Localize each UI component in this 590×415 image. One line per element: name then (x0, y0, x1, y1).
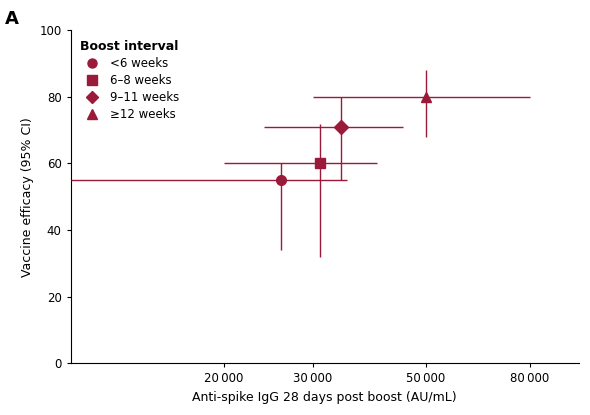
Legend: <6 weeks, 6–8 weeks, 9–11 weeks, ≥12 weeks: <6 weeks, 6–8 weeks, 9–11 weeks, ≥12 wee… (77, 36, 182, 125)
Y-axis label: Vaccine efficacy (95% CI): Vaccine efficacy (95% CI) (21, 117, 34, 277)
X-axis label: Anti-spike IgG 28 days post boost (AU/mL): Anti-spike IgG 28 days post boost (AU/mL… (192, 391, 457, 404)
Text: A: A (5, 10, 18, 28)
